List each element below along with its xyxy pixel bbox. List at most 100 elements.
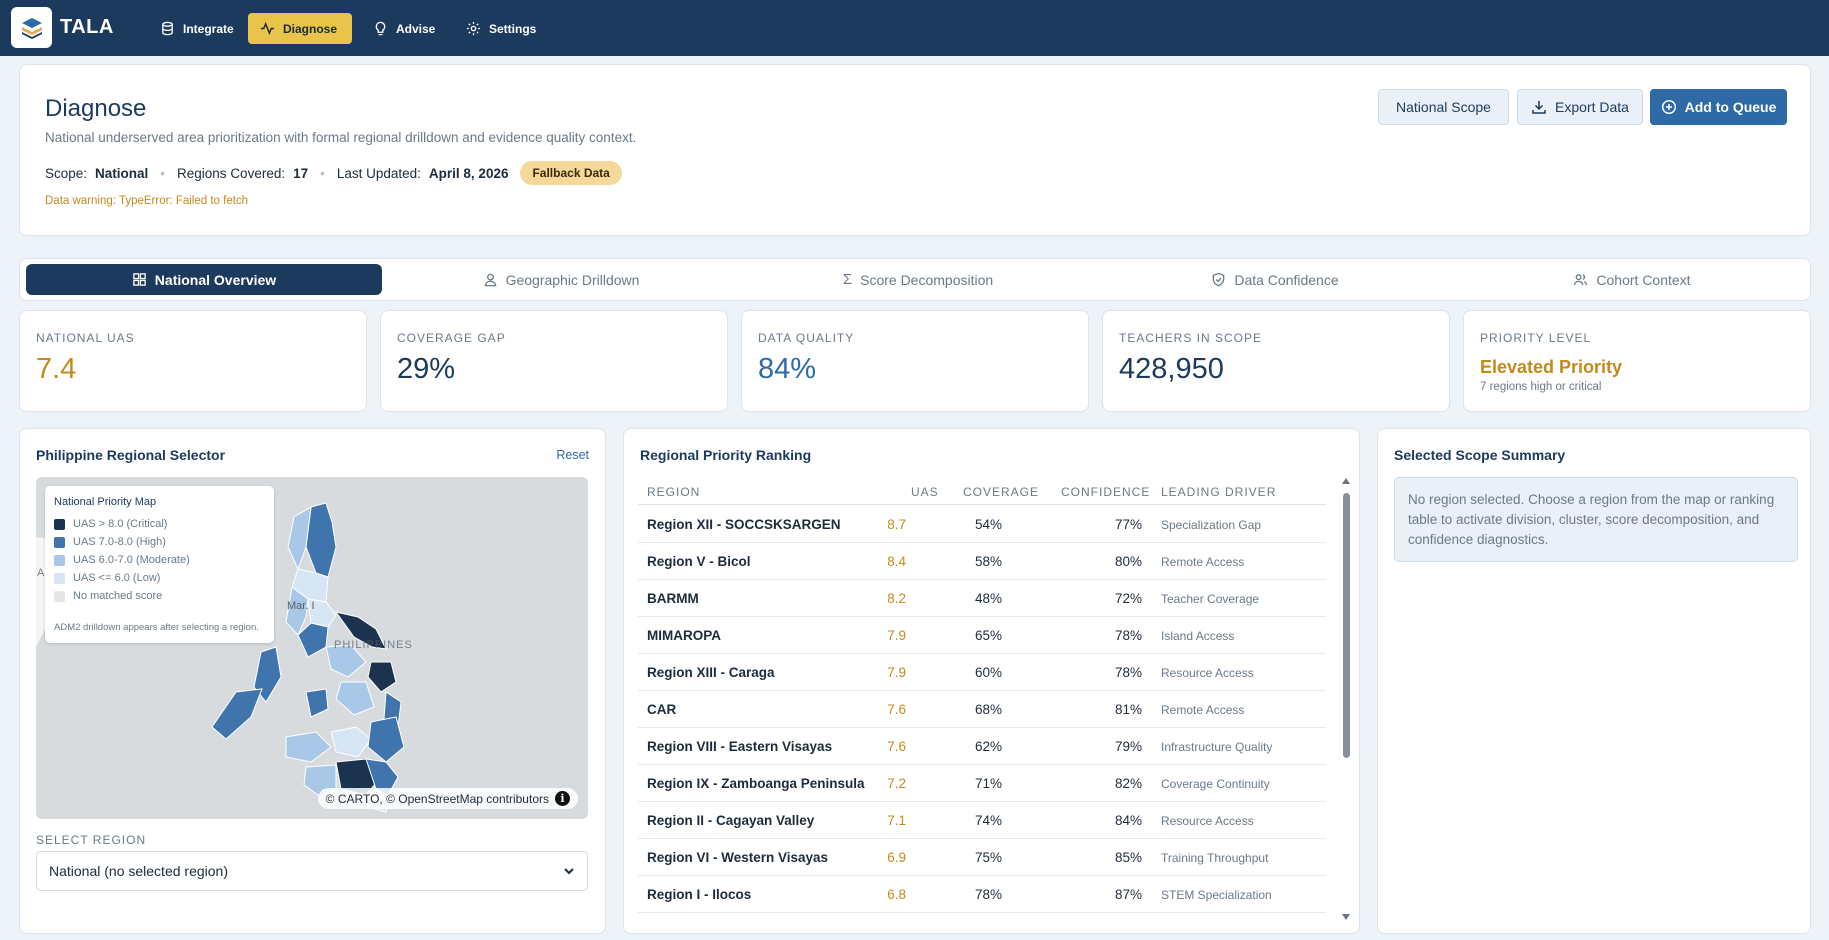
col-region[interactable]: REGION [647, 485, 701, 499]
scroll-down-icon[interactable] [1341, 913, 1351, 921]
col-confidence[interactable]: CONFIDENCE [1061, 485, 1151, 499]
activity-icon [260, 21, 275, 36]
cell-uas: 7.1 [887, 813, 906, 828]
select-region-label: SELECT REGION [36, 833, 147, 847]
tab-label: Data Confidence [1234, 271, 1339, 288]
cell-driver: Teacher Coverage [1161, 592, 1260, 606]
nav-advise-label: Advise [396, 21, 436, 36]
add-to-queue-button[interactable]: Add to Queue [1650, 89, 1787, 125]
table-row[interactable]: Region IX - Zamboanga Peninsula 7.2 71% … [638, 765, 1326, 802]
legend-swatch [54, 554, 65, 566]
tab-label: Geographic Drilldown [505, 271, 640, 288]
cell-uas: 7.9 [887, 628, 906, 643]
cell-coverage: 78% [974, 887, 1002, 902]
cell-confidence: 80% [1114, 554, 1142, 569]
chevron-down-icon [564, 868, 574, 875]
legend-swatch [54, 536, 65, 548]
table-row[interactable]: Region VI - Western Visayas 6.9 75% 85% … [638, 839, 1326, 876]
shield-check-icon [1213, 272, 1225, 287]
cell-uas: 7.9 [887, 665, 906, 680]
col-uas[interactable]: UAS [911, 485, 939, 499]
table-row[interactable]: Region V - Bicol 8.4 58% 80% Remote Acce… [638, 543, 1326, 580]
legend-label: UAS <= 6.0 (Low) [73, 572, 161, 584]
database-icon [162, 21, 173, 36]
cell-coverage: 65% [974, 628, 1002, 643]
app-name: TALA [60, 16, 114, 38]
philippines-map[interactable]: A Mar. I PHILIPPINES National Priority M… [36, 477, 588, 819]
regional-selector-panel: Philippine Regional Selector Reset [19, 428, 606, 934]
layers-logo-icon [21, 17, 42, 39]
nav-settings[interactable]: Settings [454, 13, 548, 44]
legend-item: UAS <= 6.0 (Low) [54, 572, 160, 584]
cell-region: Region IX - Zamboanga Peninsula [647, 776, 865, 791]
table-row[interactable]: CAR 7.6 68% 81% Remote Access [638, 691, 1326, 728]
grid-icon [133, 273, 146, 286]
table-row[interactable]: Region I - Ilocos 6.8 78% 87% STEM Speci… [638, 876, 1326, 913]
kpi-value: Elevated Priority [1480, 357, 1623, 377]
nav-integrate[interactable]: Integrate [148, 13, 246, 44]
scope-summary-panel: Selected Scope Summary No region selecte… [1377, 428, 1811, 934]
reset-link[interactable]: Reset [556, 448, 589, 462]
cell-confidence: 82% [1114, 776, 1142, 791]
tab-cohort-context[interactable]: Cohort Context [1454, 264, 1810, 295]
cell-region: CAR [647, 702, 677, 717]
scroll-up-icon[interactable] [1341, 477, 1351, 485]
tab-score-decomposition[interactable]: Σ Score Decomposition [740, 264, 1096, 295]
legend-item: UAS 7.0-8.0 (High) [54, 536, 166, 548]
legend-swatch [54, 572, 65, 584]
national-scope-label: National Scope [1396, 99, 1491, 115]
map-legend: National Priority Map UAS > 8.0 (Critica… [45, 486, 274, 643]
cell-coverage: 68% [974, 702, 1002, 717]
tab-label: Score Decomposition [860, 271, 994, 288]
cell-coverage: 54% [974, 517, 1002, 532]
view-tabs: National Overview Geographic Drilldown Σ… [19, 258, 1811, 301]
legend-label: UAS > 8.0 (Critical) [73, 518, 168, 530]
table-row[interactable]: Region XII - SOCCSKSARGEN 8.7 54% 77% Sp… [638, 506, 1326, 543]
cell-uas: 8.2 [887, 591, 906, 606]
table-scrollbar[interactable] [1341, 477, 1351, 921]
export-data-button[interactable]: Export Data [1517, 89, 1643, 125]
table-row[interactable]: Region VIII - Eastern Visayas 7.6 62% 79… [638, 728, 1326, 765]
cell-driver: Remote Access [1161, 555, 1245, 569]
table-row[interactable]: MIMAROPA 7.9 65% 78% Island Access [638, 617, 1326, 654]
nav-diagnose[interactable]: Diagnose [248, 13, 352, 44]
info-icon[interactable]: i [555, 791, 570, 806]
cell-confidence: 85% [1114, 850, 1142, 865]
cell-coverage: 48% [974, 591, 1002, 606]
kpi-value: 84% [758, 353, 817, 385]
cell-driver: STEM Specialization [1161, 888, 1272, 902]
cell-coverage: 58% [974, 554, 1002, 569]
cell-uas: 6.8 [887, 887, 906, 902]
table-row[interactable]: BARMM 8.2 48% 72% Teacher Coverage [638, 580, 1326, 617]
cell-region: Region VIII - Eastern Visayas [647, 739, 833, 754]
table-row[interactable]: Region XIII - Caraga 7.9 60% 78% Resourc… [638, 654, 1326, 691]
kpi-teachers-in-scope: TEACHERS IN SCOPE 428,950 [1102, 310, 1450, 412]
nav-advise[interactable]: Advise [361, 13, 447, 44]
legend-item: No matched score [54, 590, 162, 602]
col-leading-driver[interactable]: LEADING DRIVER [1161, 485, 1277, 499]
panel-title: Regional Priority Ranking [640, 447, 812, 463]
kpi-label: PRIORITY LEVEL [1480, 331, 1592, 345]
export-data-label: Export Data [1555, 99, 1629, 115]
tab-geographic-drilldown[interactable]: Geographic Drilldown [383, 264, 739, 295]
tab-data-confidence[interactable]: Data Confidence [1097, 264, 1453, 295]
legend-item: UAS > 8.0 (Critical) [54, 518, 167, 530]
lightbulb-icon [375, 21, 386, 36]
data-warning: Data warning: TypeError: Failed to fetch [45, 195, 249, 207]
cell-confidence: 87% [1114, 887, 1142, 902]
cell-confidence: 81% [1114, 702, 1142, 717]
kpi-label: NATIONAL UAS [36, 331, 135, 345]
cell-region: Region XIII - Caraga [647, 665, 775, 680]
tab-national-overview[interactable]: National Overview [26, 264, 382, 295]
region-select[interactable]: National (no selected region) [36, 851, 588, 891]
cell-driver: Remote Access [1161, 703, 1245, 717]
app-logo[interactable] [11, 7, 52, 48]
regional-ranking-panel: Regional Priority Ranking REGION UAS COV… [623, 428, 1360, 934]
legend-label: UAS 7.0-8.0 (High) [73, 536, 166, 548]
plus-circle-icon [1661, 99, 1676, 115]
national-scope-button[interactable]: National Scope [1378, 89, 1509, 125]
legend-label: No matched score [73, 590, 163, 602]
scrollbar-thumb[interactable] [1343, 493, 1350, 758]
table-row[interactable]: Region II - Cagayan Valley 7.1 74% 84% R… [638, 802, 1326, 839]
col-coverage[interactable]: COVERAGE [963, 485, 1040, 499]
